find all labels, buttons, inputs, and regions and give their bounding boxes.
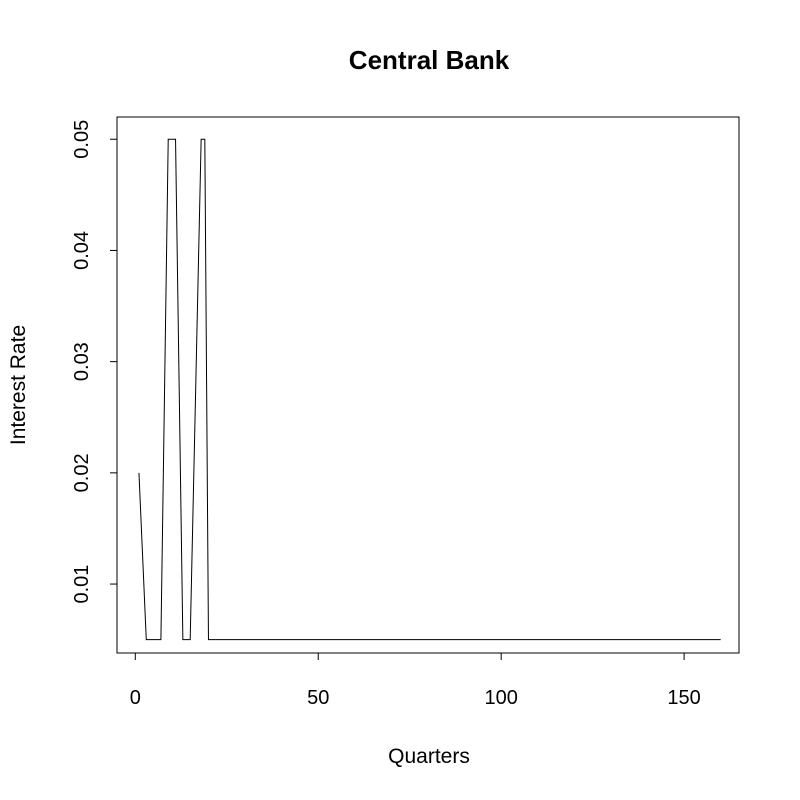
- x-axis: 0 50 100 150: [130, 652, 701, 709]
- y-tick-label: 0.01: [71, 565, 93, 604]
- y-tick-label: 0.04: [71, 231, 93, 270]
- chart-title: Central Bank: [349, 45, 510, 75]
- y-tick-label: 0.02: [71, 453, 93, 492]
- plot-frame: [116, 116, 740, 654]
- y-axis: 0.01 0.02 0.03 0.04 0.05: [71, 120, 118, 604]
- x-tick-label: 0: [130, 687, 141, 709]
- y-axis-label: Interest Rate: [7, 325, 30, 445]
- x-tick-label: 100: [484, 687, 517, 709]
- y-tick-label: 0.03: [71, 342, 93, 381]
- y-tick-label: 0.05: [71, 120, 93, 159]
- x-tick-label: 150: [667, 687, 700, 709]
- x-axis-label: Quarters: [388, 745, 470, 768]
- series-line: [138, 138, 721, 641]
- x-tick-label: 50: [307, 687, 329, 709]
- series-group: [138, 138, 721, 641]
